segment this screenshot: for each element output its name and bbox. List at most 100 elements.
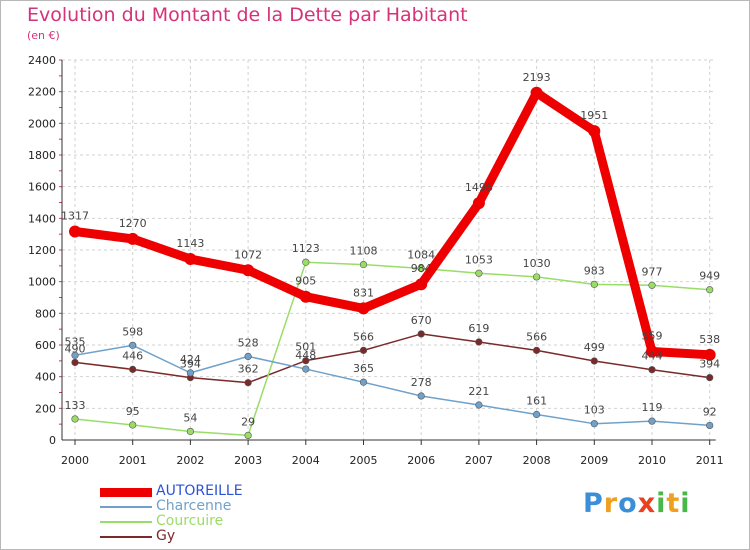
line-chart: 0 200 400 600 800 1000 1200 1400 1600 1800 2000 220… xyxy=(28,54,724,467)
axes: 0 200 400 600 800 1000 1200 1400 1600 1800 2000 220… xyxy=(28,54,724,467)
data-label-Charcenne-2009: 103 xyxy=(584,404,605,417)
y-tick-1200: 1200 xyxy=(28,244,56,257)
data-label-Charcenne-2008: 161 xyxy=(526,395,547,408)
proxiti-logo: Proxiti xyxy=(583,488,691,519)
data-label-AUTOREILLE-2011: 538 xyxy=(699,333,720,346)
data-label-AUTOREILLE-2010: 559 xyxy=(642,329,663,342)
point-Courcuire-2003 xyxy=(244,431,252,440)
point-Charcenne-2009 xyxy=(590,420,598,428)
point-Gy-2011 xyxy=(706,374,714,382)
data-label-Gy-2004: 501 xyxy=(295,341,316,354)
x-tick-2000: 2000 xyxy=(61,454,89,467)
data-label-AUTOREILLE-2008: 2193 xyxy=(523,71,551,84)
data-label-Courcuire-2010: 977 xyxy=(642,265,663,278)
legend-label-3: Gy xyxy=(156,528,176,544)
y-tick-1000: 1000 xyxy=(28,276,56,289)
legend-label-2: Courcuire xyxy=(156,513,224,529)
data-label-AUTOREILLE-2005: 831 xyxy=(353,286,374,299)
series-lines xyxy=(69,86,716,440)
data-label-Charcenne-2010: 119 xyxy=(642,401,663,414)
point-AUTOREILLE-2002 xyxy=(184,253,197,266)
legend-item-3: Gy xyxy=(100,529,300,544)
data-label-Charcenne-2004: 448 xyxy=(295,349,316,362)
logo-letter: x xyxy=(637,488,657,519)
point-Charcenne-2010 xyxy=(648,417,656,425)
data-label-Courcuire-2005: 1108 xyxy=(350,245,378,258)
point-AUTOREILLE-2007 xyxy=(472,197,485,210)
data-label-Courcuire-2004: 1123 xyxy=(292,242,320,255)
legend-item-1: Charcenne xyxy=(100,499,300,514)
point-AUTOREILLE-2006 xyxy=(415,278,428,291)
legend-swatch-2 xyxy=(100,521,152,523)
point-Charcenne-2001 xyxy=(129,341,137,349)
y-tick-400: 400 xyxy=(35,371,56,384)
x-tick-2006: 2006 xyxy=(407,454,435,467)
series-line-Gy xyxy=(74,333,710,384)
point-Gy-2000 xyxy=(71,358,79,367)
data-label-Gy-2003: 362 xyxy=(238,363,259,376)
data-label-Gy-2007: 619 xyxy=(468,322,489,335)
x-tick-2009: 2009 xyxy=(580,454,608,467)
data-label-Courcuire-2001: 95 xyxy=(126,405,140,418)
data-label-Charcenne-2003: 528 xyxy=(238,336,259,349)
point-Courcuire-2011 xyxy=(706,286,714,294)
point-Charcenne-2000 xyxy=(71,351,79,359)
chart-title: Evolution du Montant de la Dette par Hab… xyxy=(27,4,468,26)
y-tick-800: 800 xyxy=(35,307,56,320)
logo-letter: r xyxy=(603,488,619,519)
data-label-Courcuire-2011: 949 xyxy=(699,270,720,283)
point-Courcuire-2008 xyxy=(532,273,541,281)
point-Charcenne-2002 xyxy=(186,369,194,377)
point-Charcenne-2004 xyxy=(302,365,310,373)
data-label-Charcenne-2000: 535 xyxy=(65,335,86,348)
data-label-AUTOREILLE-2007: 1496 xyxy=(465,181,493,194)
data-label-Charcenne-2011: 92 xyxy=(703,405,717,418)
data-label-Charcenne-2006: 278 xyxy=(411,376,432,389)
data-label-Courcuire-2008: 1030 xyxy=(523,257,551,270)
point-Gy-2007 xyxy=(475,338,483,346)
x-tick-2002: 2002 xyxy=(176,454,204,467)
legend-swatch-1 xyxy=(100,506,152,508)
point-AUTOREILLE-2004 xyxy=(299,290,312,303)
chart-subtitle: (en €) xyxy=(27,29,60,42)
legend-label-0: AUTOREILLE xyxy=(156,483,243,499)
point-Courcuire-2006 xyxy=(417,264,425,272)
point-Courcuire-2005 xyxy=(359,260,368,269)
y-tick-1600: 1600 xyxy=(28,181,56,194)
data-label-Charcenne-2001: 598 xyxy=(122,325,143,338)
legend-item-0: AUTOREILLE xyxy=(100,484,300,499)
point-Gy-2004 xyxy=(302,357,310,365)
point-AUTOREILLE-2001 xyxy=(126,232,139,245)
point-AUTOREILLE-2000 xyxy=(69,225,81,238)
data-label-Charcenne-2002: 424 xyxy=(180,353,201,366)
grid xyxy=(62,59,716,441)
data-label-AUTOREILLE-2001: 1270 xyxy=(119,217,147,230)
point-Gy-2008 xyxy=(532,346,541,354)
x-tick-2001: 2001 xyxy=(119,454,147,467)
point-AUTOREILLE-2010 xyxy=(646,345,658,358)
point-Charcenne-2006 xyxy=(417,392,425,400)
data-label-Gy-2010: 444 xyxy=(642,350,663,363)
point-Courcuire-2002 xyxy=(186,427,194,436)
data-label-Courcuire-2002: 54 xyxy=(183,411,197,424)
data-label-AUTOREILLE-2004: 905 xyxy=(295,275,316,288)
point-AUTOREILLE-2009 xyxy=(588,125,601,138)
x-tick-2010: 2010 xyxy=(638,454,666,467)
data-label-AUTOREILLE-2003: 1072 xyxy=(234,248,262,261)
data-label-Charcenne-2007: 221 xyxy=(468,385,489,398)
point-Courcuire-2001 xyxy=(129,421,137,429)
legend-swatch-3 xyxy=(100,536,152,538)
point-Gy-2009 xyxy=(590,357,598,365)
point-Charcenne-2003 xyxy=(244,352,252,361)
y-tick-2400: 2400 xyxy=(28,54,56,67)
y-tick-200: 200 xyxy=(35,402,56,415)
data-label-Courcuire-2006: 1084 xyxy=(407,248,435,261)
point-AUTOREILLE-2005 xyxy=(357,302,370,315)
point-Courcuire-2000 xyxy=(71,415,79,423)
point-AUTOREILLE-2008 xyxy=(530,86,543,99)
point-Courcuire-2004 xyxy=(302,258,310,266)
legend-swatch-0 xyxy=(100,487,152,497)
data-label-AUTOREILLE-2009: 1951 xyxy=(580,109,608,122)
data-label-Gy-2011: 394 xyxy=(699,358,720,371)
point-Gy-2006 xyxy=(417,330,425,338)
